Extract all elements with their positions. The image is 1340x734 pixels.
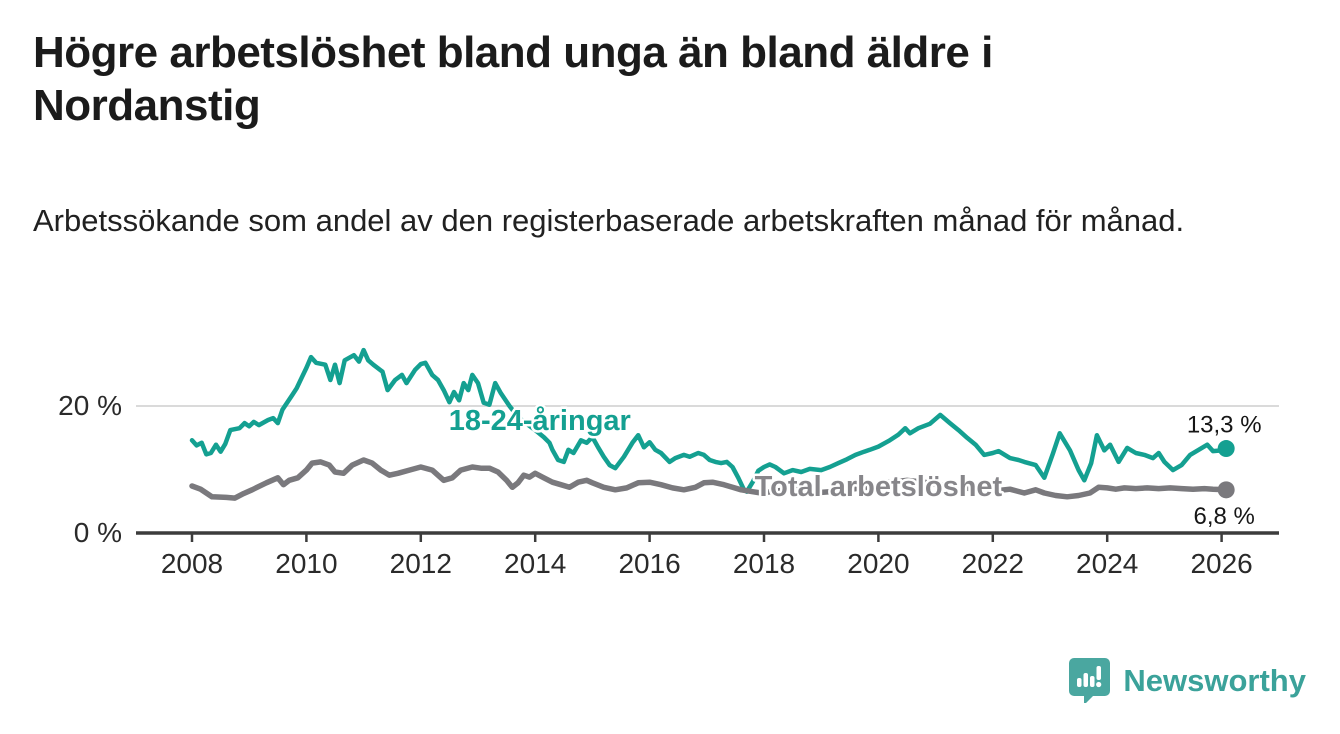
bar-3 [1090,676,1095,687]
bar-1 [1077,678,1082,687]
x-axis-tick-label: 2016 [618,548,680,579]
speech-bubble-shape [1069,658,1111,703]
x-axis-tick-label: 2012 [390,548,452,579]
series-end-value-label: 13,3 % [1187,412,1262,439]
x-axis-tick-label: 2022 [962,548,1024,579]
brand-footer: Newsworthy [1068,657,1306,704]
x-axis-tick-label: 2020 [847,548,909,579]
x-axis-tick-label: 2014 [504,548,566,579]
x-axis-tick-label: 2026 [1190,548,1252,579]
x-axis-tick-label: 2008 [161,548,223,579]
series-line-young [189,347,1229,494]
series-end-dot [1217,481,1235,499]
chart-speech-bubble-icon [1069,658,1111,703]
chart-subtitle: Arbetssökande som andel av den registerb… [33,203,1185,238]
series-end-value-label: 6,8 % [1193,503,1254,530]
y-axis-tick-label: 0 % [74,517,122,548]
series-end-dot [1217,440,1235,458]
brand-name: Newsworthy [1123,662,1306,698]
page-title: Högre arbetslöshet bland unga än bland ä… [33,28,993,130]
series-line-total [189,457,1229,501]
bar-2 [1083,673,1089,687]
series-label-total: Total arbetslöshet [755,471,1003,503]
y-axis-tick-label: 20 % [58,390,122,421]
exclamation-dot [1096,681,1102,688]
x-axis-tick-label: 2024 [1076,548,1138,579]
exclamation-bar [1096,666,1102,680]
x-axis-tick-label: 2018 [733,548,795,579]
series-label-young: 18-24-åringar [449,405,631,437]
x-axis-tick-label: 2010 [275,548,337,579]
